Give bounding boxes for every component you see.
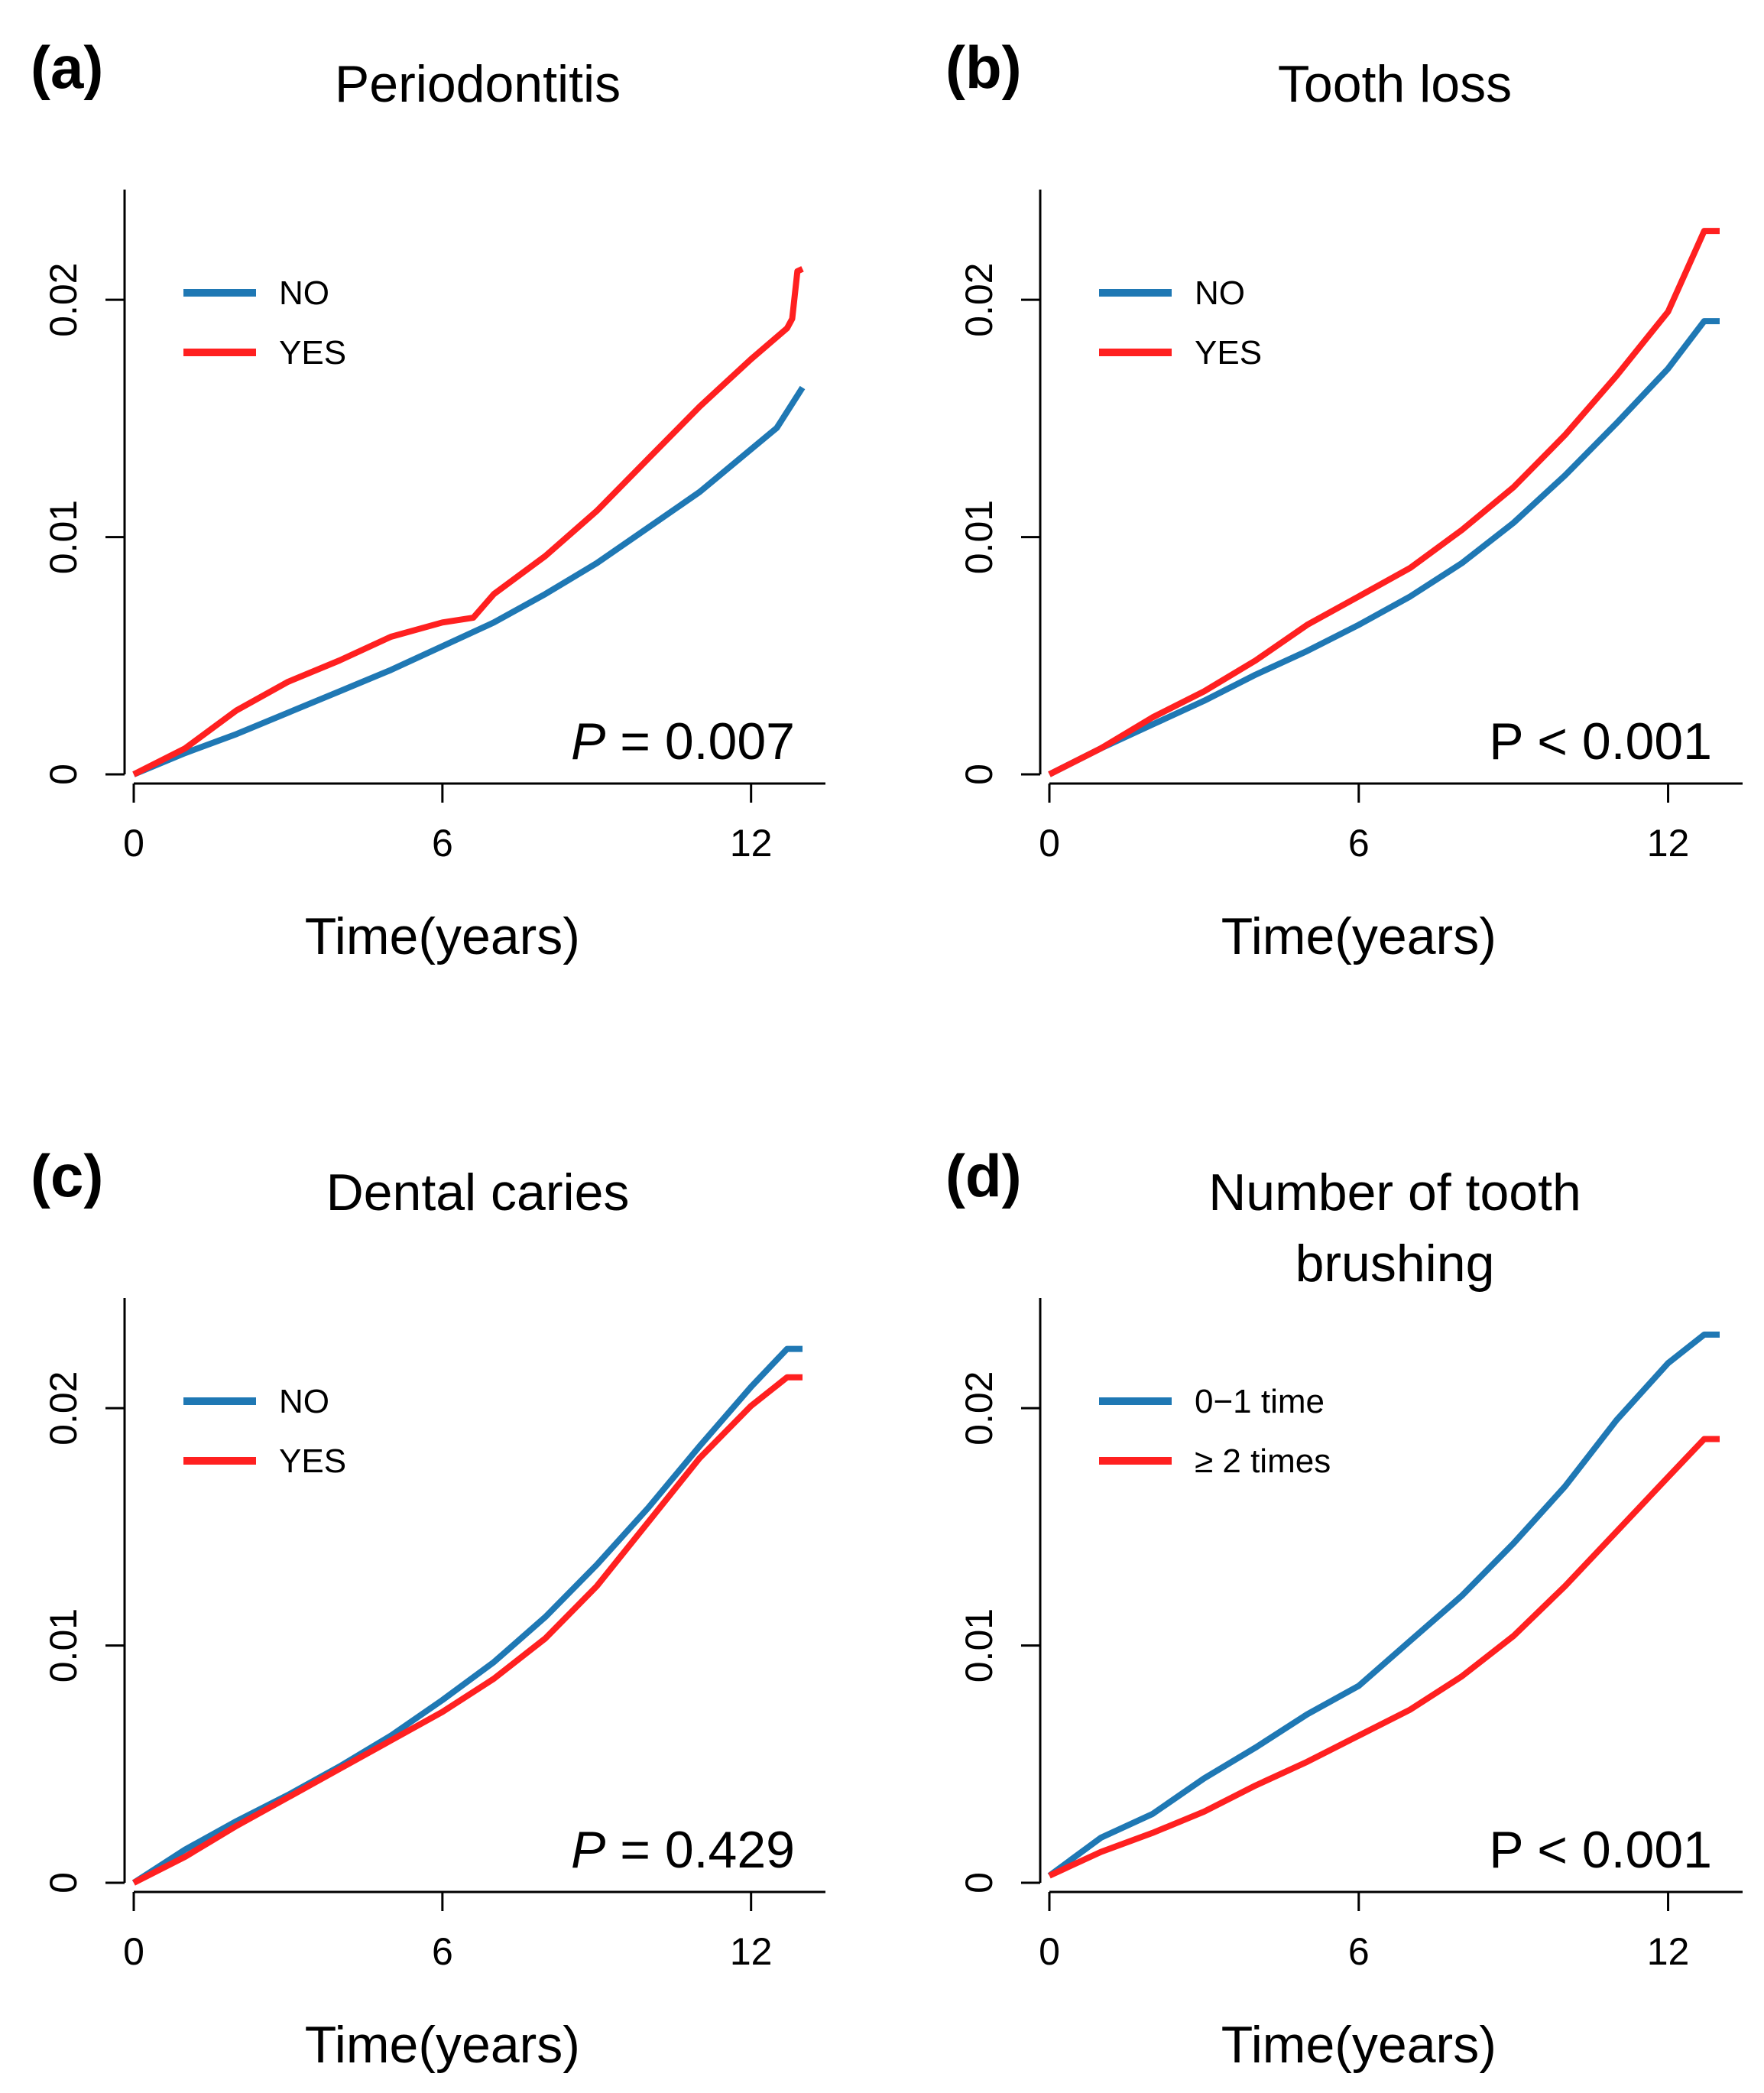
x-tick-label: 6 bbox=[1348, 1930, 1370, 1973]
panel-d: (d) Number of tooth brushing 0 6 12 0 0.01 0.02 T… bbox=[945, 1142, 1743, 2074]
legend-label: 0−1 time bbox=[1195, 1383, 1325, 1420]
series-line-first bbox=[1048, 318, 1720, 777]
x-tick-label: 6 bbox=[432, 822, 453, 865]
panel-title: Tooth loss bbox=[1278, 55, 1512, 113]
panel-letter: (a) bbox=[31, 34, 103, 101]
panel-title: Number of tooth bbox=[1208, 1163, 1581, 1222]
y-tick-label: 0.01 bbox=[958, 1608, 1000, 1683]
series-line-first bbox=[131, 1345, 803, 1886]
legend-label: YES bbox=[1195, 334, 1262, 372]
y-tick-label: 0.01 bbox=[958, 500, 1000, 574]
x-axis-label: Time(years) bbox=[305, 2016, 580, 2074]
x-tick-label: 12 bbox=[1647, 1930, 1690, 1973]
legend-label: YES bbox=[279, 1442, 346, 1480]
p-value: P = 0.429 bbox=[571, 1821, 795, 1879]
x-tick-label: 0 bbox=[1039, 822, 1060, 865]
panel-c: (c) Dental caries 0 6 12 0 0.01 0.02 Time(years)… bbox=[31, 1142, 825, 2074]
panel-letter: (b) bbox=[945, 34, 1022, 101]
x-tick-label: 0 bbox=[1039, 1930, 1060, 1973]
panel-title: Periodontitis bbox=[335, 55, 621, 113]
y-tick-label: 0 bbox=[958, 764, 1000, 785]
y-tick-label: 0.01 bbox=[42, 500, 85, 574]
y-tick-label: 0 bbox=[958, 1872, 1000, 1893]
legend-label: NO bbox=[279, 274, 329, 312]
x-tick-label: 12 bbox=[730, 1930, 773, 1973]
panel-b: (b) Tooth loss 0 6 12 0 0.01 0.02 Time(years) NO Y… bbox=[945, 34, 1743, 965]
legend-label: NO bbox=[1195, 274, 1245, 312]
y-tick-label: 0.02 bbox=[958, 263, 1000, 337]
p-value: P = 0.007 bbox=[571, 712, 795, 771]
legend-label: ≥ 2 times bbox=[1195, 1442, 1331, 1480]
y-tick-label: 0 bbox=[42, 764, 85, 785]
panel-a: (a) Periodontitis 0 6 12 0 0.01 0.02 Time(years)… bbox=[31, 34, 825, 965]
panel-title: brushing bbox=[1295, 1235, 1495, 1293]
series-line-second bbox=[132, 1374, 803, 1886]
x-tick-label: 0 bbox=[123, 1930, 144, 1973]
panel-letter: (d) bbox=[945, 1142, 1022, 1209]
series-line-second bbox=[132, 266, 804, 777]
x-tick-label: 6 bbox=[432, 1930, 453, 1973]
p-value: P < 0.001 bbox=[1489, 1821, 1712, 1879]
y-tick-label: 0.02 bbox=[42, 263, 85, 337]
x-tick-label: 12 bbox=[730, 822, 773, 865]
y-tick-label: 0.02 bbox=[42, 1371, 85, 1446]
series-line-first bbox=[132, 385, 806, 777]
legend-label: NO bbox=[279, 1383, 329, 1420]
x-tick-label: 12 bbox=[1647, 822, 1690, 865]
series-line-second bbox=[1048, 1436, 1720, 1879]
legend-label: YES bbox=[279, 334, 346, 372]
x-tick-label: 6 bbox=[1348, 822, 1370, 865]
y-tick-label: 0.01 bbox=[42, 1608, 85, 1683]
p-value: P < 0.001 bbox=[1489, 712, 1712, 771]
panel-title: Dental caries bbox=[326, 1163, 630, 1222]
x-axis-label: Time(years) bbox=[305, 907, 580, 965]
x-axis-label: Time(years) bbox=[1221, 2016, 1496, 2074]
x-axis-label: Time(years) bbox=[1221, 907, 1496, 965]
y-tick-label: 0 bbox=[42, 1872, 85, 1893]
series-line-second bbox=[1048, 228, 1720, 777]
y-tick-label: 0.02 bbox=[958, 1371, 1000, 1446]
series-line-first bbox=[1047, 1331, 1720, 1878]
x-tick-label: 0 bbox=[123, 822, 144, 865]
panel-letter: (c) bbox=[31, 1142, 103, 1209]
